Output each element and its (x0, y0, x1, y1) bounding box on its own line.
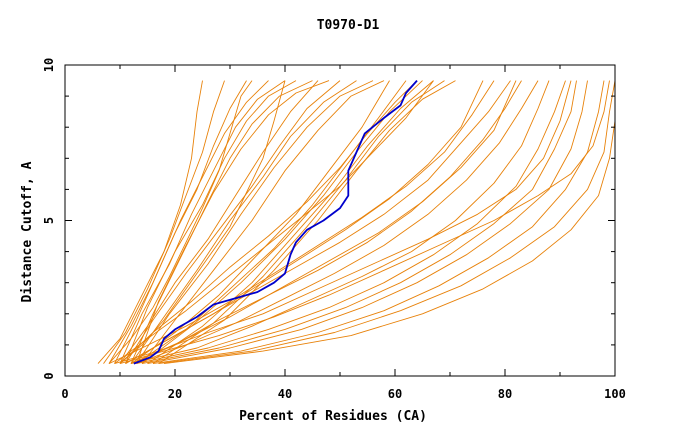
y-axis-label: Distance Cutoff, A (20, 161, 35, 302)
series-layer (97, 80, 616, 365)
series-line-25 (141, 80, 577, 365)
series-line-38 (108, 80, 253, 364)
y-tick-label: 5 (42, 217, 56, 224)
series-line-10 (125, 80, 341, 364)
series-line-21 (130, 80, 522, 365)
series-line-24 (136, 80, 566, 365)
series-line-2 (103, 80, 225, 364)
series-line-4 (114, 80, 269, 364)
x-tick-label: 20 (168, 387, 182, 401)
series-line-8 (136, 80, 330, 364)
y-tick-label: 0 (42, 372, 56, 379)
x-tick-label: 60 (388, 387, 402, 401)
series-line-31 (114, 80, 572, 365)
series-line-3 (108, 80, 247, 364)
y-tick-label: 10 (42, 58, 56, 72)
series-line-33 (114, 80, 434, 364)
x-tick-label: 80 (498, 387, 512, 401)
chart-title: T0970-D1 (317, 18, 380, 33)
series-line-17 (147, 80, 434, 364)
series-line-26 (147, 80, 588, 365)
series-line-15 (136, 80, 407, 364)
series-line-29 (163, 80, 616, 365)
series-line-22 (136, 80, 539, 365)
series-line-12 (136, 80, 374, 364)
x-axis-label: Percent of Residues (CA) (239, 409, 427, 424)
series-line-28 (158, 80, 616, 365)
series-line-35 (125, 80, 484, 364)
series-line-13 (141, 80, 385, 364)
series-line-34 (119, 80, 418, 364)
series-line-5 (119, 80, 286, 364)
series-line-1 (97, 80, 203, 364)
series-line-6 (125, 80, 297, 364)
series-line-27 (152, 80, 605, 365)
series-line-23 (130, 80, 550, 365)
highlighted-series-line (133, 80, 418, 365)
series-line-9 (119, 80, 319, 364)
series-line-19 (158, 80, 456, 364)
series-line-11 (130, 80, 357, 364)
x-tick-label: 0 (61, 387, 68, 401)
x-tick-label: 100 (604, 387, 626, 401)
tick-layer: 0 20 40 60 80 100 0 5 10 (42, 58, 626, 401)
series-line-30 (119, 80, 610, 365)
x-tick-label: 40 (278, 387, 292, 401)
series-line-36 (130, 80, 517, 365)
series-line-37 (119, 80, 286, 364)
series-line-18 (152, 80, 445, 364)
